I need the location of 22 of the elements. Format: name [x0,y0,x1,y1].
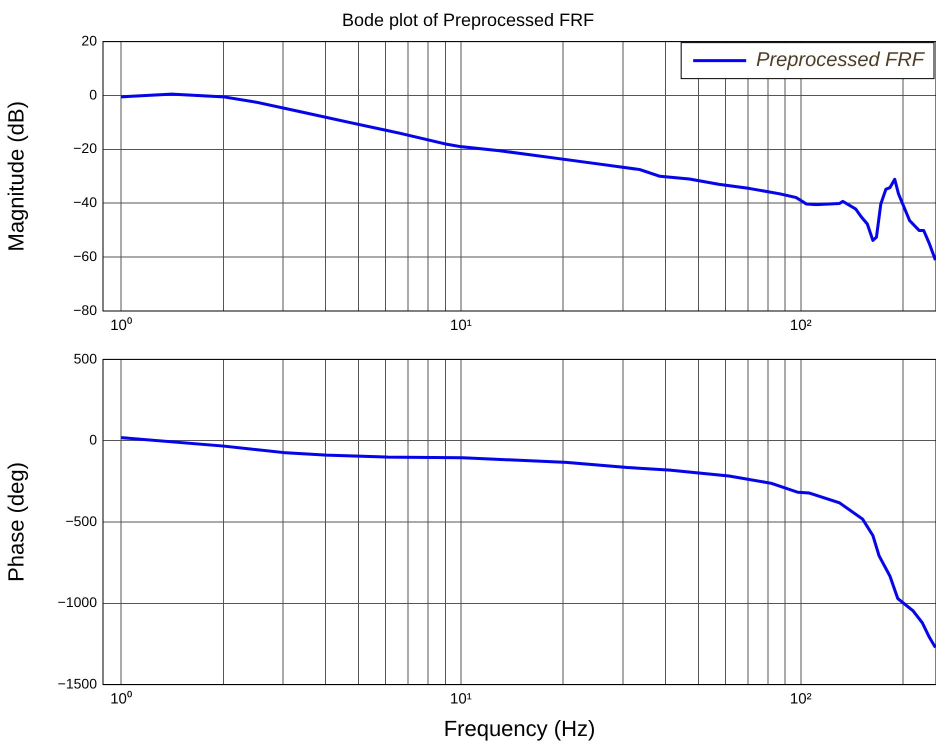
y-tick-label: −40 [73,194,98,210]
y-tick-label: 0 [89,432,98,448]
y-tick-label: −1000 [58,594,98,610]
y-axis-title: Magnitude (dB) [3,101,28,252]
chart-title: Bode plot of Preprocessed FRF [342,10,594,30]
y-tick-label: −20 [73,140,98,156]
x-tick-label: 10⁰ [110,690,132,708]
y-tick-label: 500 [74,350,98,366]
y-tick-label: −1500 [58,675,98,692]
legend-label: Preprocessed FRF [756,49,926,72]
y-tick-label: −80 [73,302,98,318]
x-tick-label: 10¹ [450,317,472,334]
y-axis-title: Phase (deg) [3,462,28,582]
x-tick-label: 10² [790,317,812,334]
x-axis-title: Frequency (Hz) [444,716,596,741]
y-tick-label: −500 [65,512,98,529]
x-tick-label: 10² [790,690,812,708]
y-tick-label: 0 [89,86,98,102]
y-tick-label: −60 [73,248,98,264]
x-tick-label: 10⁰ [110,317,132,334]
y-tick-label: 20 [81,32,98,48]
x-tick-label: 10¹ [450,690,472,708]
